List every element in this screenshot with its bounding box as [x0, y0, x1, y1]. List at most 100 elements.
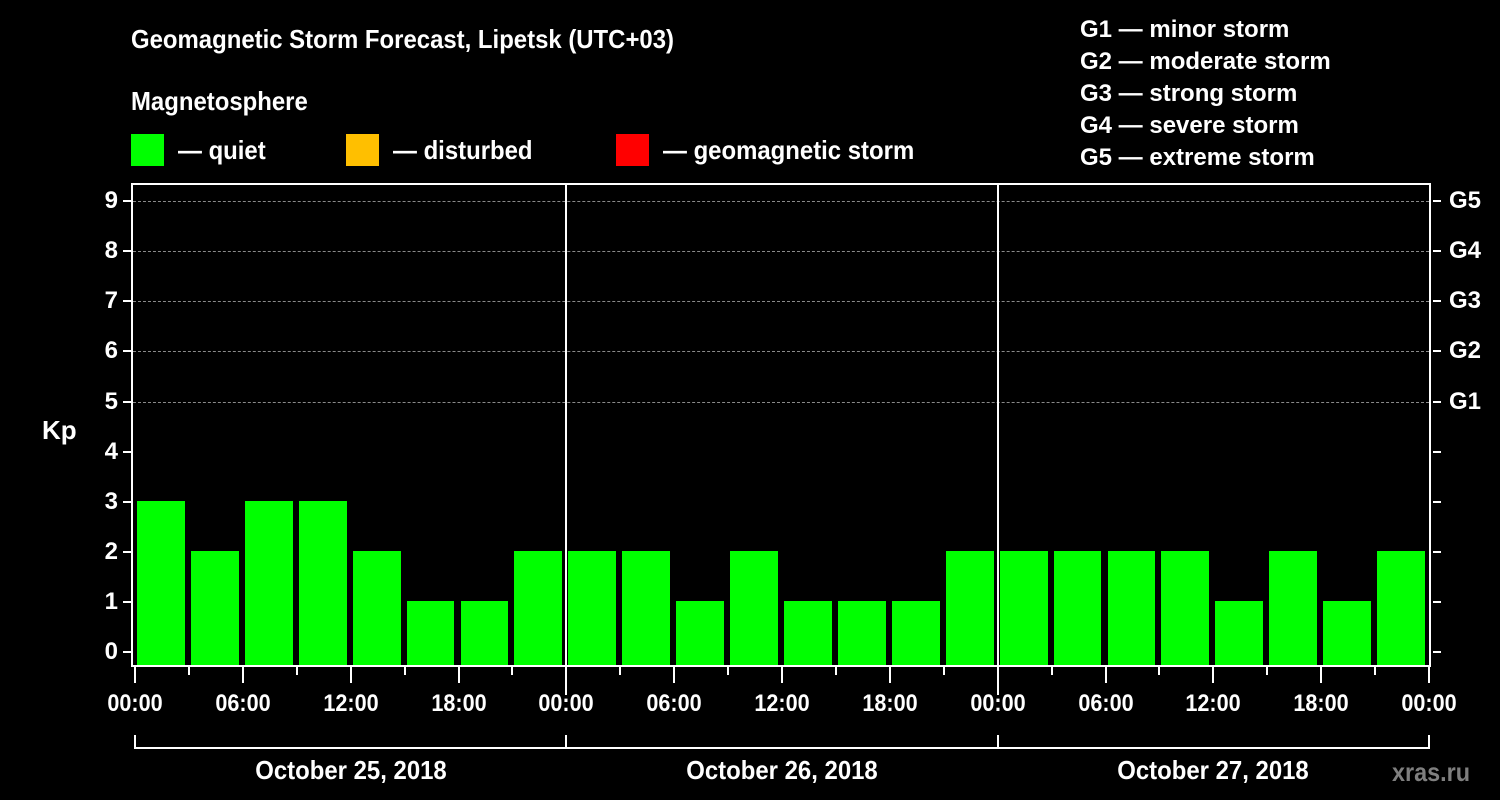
legend-label: — quiet — [178, 134, 266, 165]
y-tick — [123, 651, 131, 653]
x-tick-minor — [511, 667, 514, 675]
y-tick — [123, 450, 131, 453]
chart-title: Geomagnetic Storm Forecast, Lipetsk (UTC… — [131, 24, 675, 54]
x-tick-label: 06:00 — [1077, 690, 1134, 717]
date-label: October 26, 2018 — [686, 755, 878, 785]
kp-bar — [352, 550, 401, 665]
y2-tick — [1433, 350, 1441, 353]
storm-scale-item: G4 — severe storm — [1080, 112, 1299, 139]
kp-bar — [1053, 550, 1102, 665]
y-tick — [123, 350, 131, 353]
y2-tick — [1433, 300, 1441, 303]
y-tick-label: 8 — [104, 237, 118, 265]
y-tick-label: 0 — [104, 638, 118, 665]
kp-bar — [1377, 550, 1425, 665]
x-tick-minor — [619, 667, 622, 675]
kp-bar — [945, 550, 994, 665]
x-tick-minor — [1050, 667, 1053, 675]
y2-tick — [1433, 200, 1441, 203]
kp-bar — [837, 600, 886, 665]
x-tick-label: 18:00 — [430, 690, 487, 717]
kp-bar — [298, 500, 347, 665]
legend-swatch-storm — [616, 134, 649, 166]
storm-scale-item: G2 — moderate storm — [1080, 48, 1331, 75]
legend-item-quiet: — quiet — [131, 134, 273, 166]
kp-bar — [784, 600, 832, 665]
x-tick-label: 12:00 — [1185, 690, 1241, 717]
y2-tick — [1433, 550, 1441, 553]
x-tick-major — [888, 667, 891, 683]
kp-bar — [514, 550, 563, 665]
storm-level-label: G1 — [1449, 387, 1482, 415]
y2-tick — [1433, 250, 1441, 253]
day-divider — [565, 183, 568, 695]
storm-scale-item: G3 — strong storm — [1080, 80, 1298, 107]
kp-bar — [137, 500, 185, 665]
kp-bar — [244, 500, 293, 665]
x-tick-major — [241, 667, 244, 683]
x-tick-minor — [1266, 667, 1269, 675]
x-tick-label: 00:00 — [107, 690, 163, 717]
x-tick-minor — [942, 667, 945, 675]
x-tick-major — [1428, 667, 1430, 683]
kp-bar — [1269, 550, 1318, 665]
y-tick — [123, 550, 131, 553]
x-tick-label: 12:00 — [323, 690, 379, 717]
x-tick-major — [1320, 667, 1323, 683]
y-axis-label: Kp — [42, 415, 77, 445]
x-tick-label: 06:00 — [646, 690, 702, 717]
kp-bar — [190, 550, 239, 665]
date-label: October 27, 2018 — [1117, 755, 1310, 785]
chart-subtitle: Magnetosphere — [131, 86, 308, 116]
y-tick-label: 4 — [104, 437, 118, 465]
storm-level-label: G3 — [1449, 287, 1482, 315]
kp-bar — [1161, 550, 1210, 665]
date-label: October 25, 2018 — [254, 755, 447, 785]
gridline — [133, 351, 1429, 353]
y-tick-label: 7 — [104, 287, 118, 315]
day-divider — [996, 183, 999, 695]
kp-bar — [1107, 550, 1156, 665]
storm-level-label: G4 — [1449, 237, 1482, 265]
date-bracket — [996, 735, 1430, 749]
legend-label: — disturbed — [393, 134, 533, 165]
y2-tick — [1433, 500, 1441, 503]
x-tick-label: 06:00 — [215, 690, 271, 717]
x-tick-major — [457, 667, 460, 683]
y-tick-label: 5 — [104, 387, 118, 415]
kp-bar — [568, 550, 617, 665]
watermark: xras.ru — [1392, 757, 1471, 787]
kp-bar — [460, 600, 509, 665]
x-tick-label: 18:00 — [862, 690, 918, 717]
y-tick-label: 9 — [104, 187, 118, 215]
x-tick-label: 12:00 — [754, 690, 810, 717]
plot-area — [131, 183, 1431, 695]
y2-tick — [1433, 400, 1441, 403]
y-tick — [123, 250, 131, 253]
y-tick — [123, 600, 131, 603]
storm-level-label: G2 — [1449, 337, 1482, 365]
x-tick-major — [1212, 667, 1215, 683]
y2-tick — [1433, 651, 1441, 653]
y-tick — [123, 200, 131, 203]
storm-scale-legend: G1 — minor storm G2 — moderate storm G3 … — [1080, 14, 1331, 174]
x-tick-minor — [187, 667, 190, 675]
y-tick-label: 3 — [104, 487, 118, 515]
kp-bar — [1323, 600, 1372, 665]
legend-swatch-quiet — [131, 134, 164, 166]
x-tick-minor — [403, 667, 406, 675]
y-tick-label: 2 — [104, 537, 118, 565]
x-tick-minor — [834, 667, 837, 675]
x-tick-label: 00:00 — [1401, 690, 1457, 717]
gridline — [133, 301, 1429, 303]
date-bracket — [134, 735, 568, 749]
y-tick-label: 6 — [104, 337, 118, 365]
x-tick-major — [134, 667, 136, 683]
x-tick-minor — [295, 667, 298, 675]
x-tick-minor — [1374, 667, 1377, 675]
x-tick-major — [781, 667, 783, 683]
kp-bar — [999, 550, 1048, 665]
x-tick-minor — [1158, 667, 1161, 675]
x-tick-minor — [727, 667, 730, 675]
x-tick-major — [349, 667, 352, 683]
